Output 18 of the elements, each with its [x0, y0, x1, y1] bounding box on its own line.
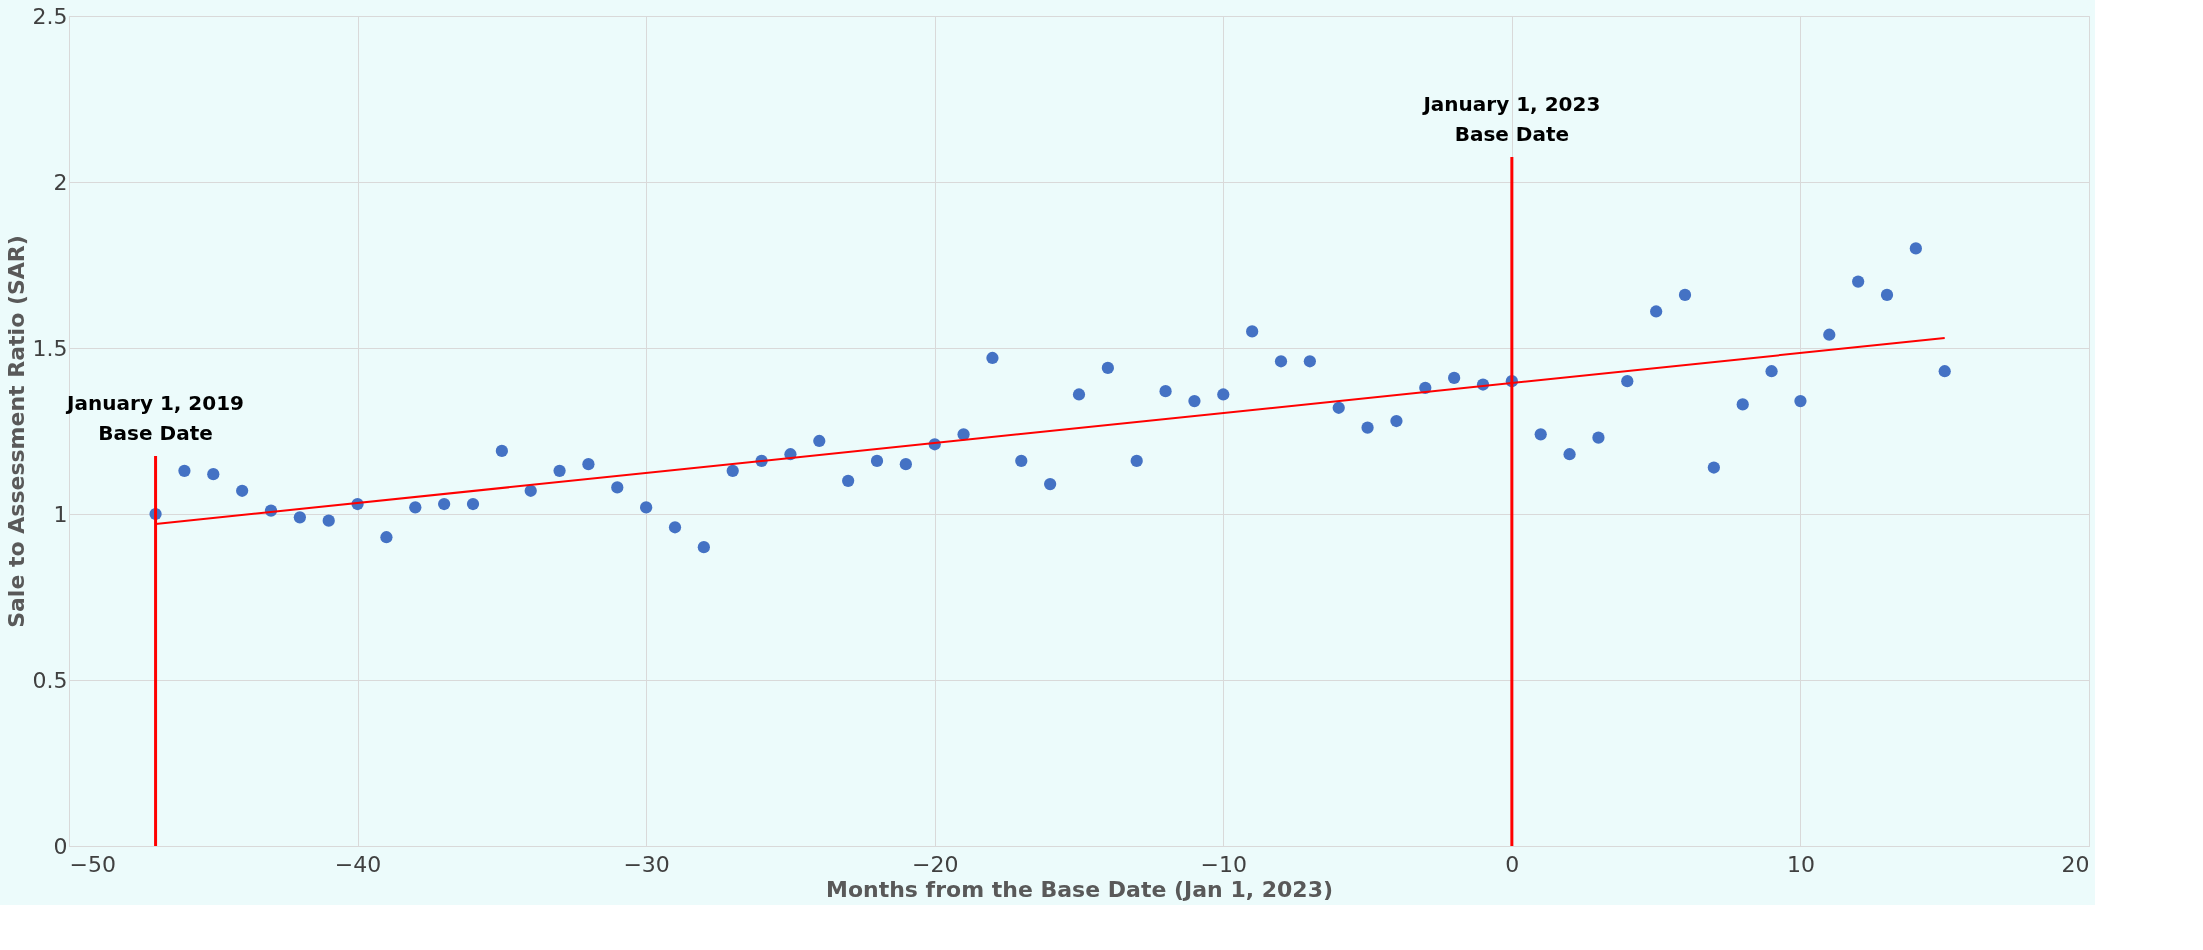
x-tick-label: −50 — [69, 851, 116, 877]
y-tick-label: 0.5 — [32, 667, 68, 693]
x-tick-label: −40 — [334, 851, 382, 877]
x-tick-label: 10 — [1786, 851, 1815, 877]
y-tick-label: 2.5 — [32, 3, 68, 29]
y-tick-label: 1 — [53, 501, 68, 527]
x-tick-label: 0 — [1505, 851, 1520, 877]
x-axis-title: Months from the Base Date (Jan 1, 2023) — [826, 876, 1333, 902]
ref-line-label: January 1, 2019 Base Date — [65, 390, 245, 445]
y-tick-label: 0 — [53, 833, 68, 859]
y-tick-label: 2 — [53, 169, 68, 195]
x-tick-label: −10 — [1200, 851, 1247, 877]
y-tick-label: 1.5 — [32, 335, 68, 361]
x-tick-label: −30 — [623, 851, 670, 877]
y-axis-title: Sale to Assessment Ratio (SAR) — [3, 235, 29, 628]
x-tick-label: 20 — [2061, 851, 2090, 877]
x-tick-label: −20 — [912, 851, 959, 877]
ref-line-label: January 1, 2023 Base Date — [1421, 92, 1601, 147]
